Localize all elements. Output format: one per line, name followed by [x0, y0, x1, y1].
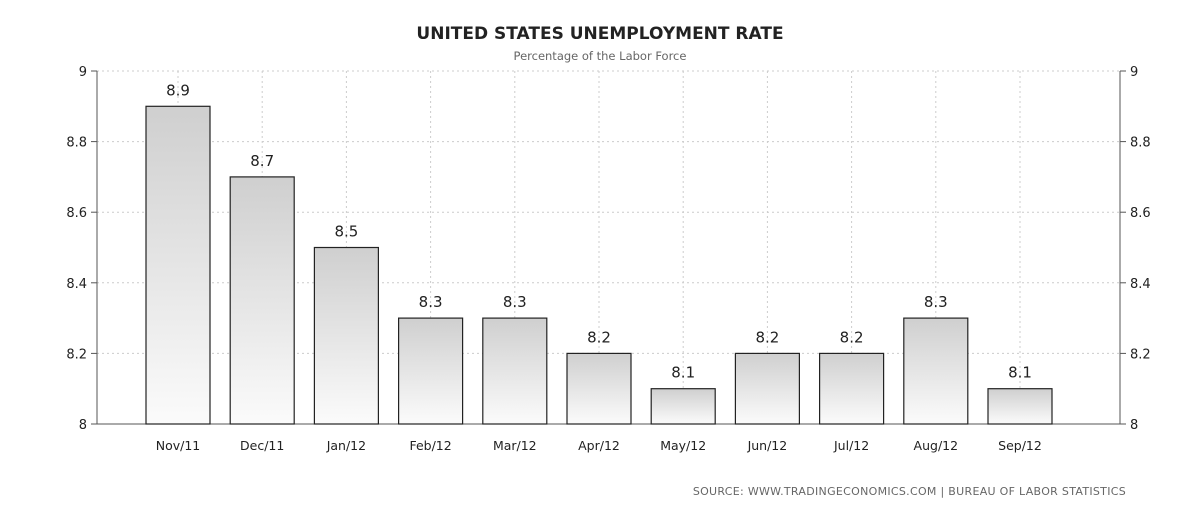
- chart-title: UNITED STATES UNEMPLOYMENT RATE: [416, 24, 783, 44]
- y-tick-label-left: 8.4: [66, 277, 87, 292]
- x-tick-labels: Nov/11 Dec/11 Jan/12 Feb/12 Mar/12 Apr/12 May/…: [156, 438, 1042, 453]
- data-labels: 8.9 8.7 8.5 8.3 8.3 8.2 8.1 8.2 8.2 8.3 8.1: [166, 81, 1032, 381]
- data-label: 8.3: [419, 293, 443, 311]
- y-tick-label-left: 9: [79, 65, 87, 80]
- x-tick-label: Apr/12: [578, 438, 620, 453]
- y-tick-label-left: 8: [79, 418, 87, 433]
- bars: [145, 105, 1053, 425]
- data-label: 8.2: [840, 328, 864, 346]
- bar-nov-11: [145, 105, 211, 425]
- x-tick-label: Jun/12: [747, 438, 788, 453]
- bar-mar-12: [482, 317, 548, 425]
- data-label: 8.3: [924, 293, 948, 311]
- bar-aug-12: [903, 317, 969, 425]
- x-tick-label: Nov/11: [156, 438, 201, 453]
- data-label: 8.2: [755, 328, 779, 346]
- x-tick-label: Sep/12: [998, 438, 1042, 453]
- y-tick-label-right: 9: [1130, 65, 1138, 80]
- data-label: 8.7: [250, 152, 274, 170]
- data-label: 8.9: [166, 81, 190, 99]
- x-tick-label: Aug/12: [914, 438, 959, 453]
- y-tick-labels: 8 8 8.2 8.2 8.4 8.4 8.6 8.6 8.8 8.8 9 9: [66, 65, 1150, 433]
- y-tick-label-right: 8.6: [1130, 206, 1151, 221]
- data-label: 8.2: [587, 328, 611, 346]
- bar-jan-12: [313, 246, 379, 425]
- bar-jul-12: [818, 352, 885, 425]
- x-tick-label: Jul/12: [833, 438, 869, 453]
- x-tick-label: Feb/12: [409, 438, 451, 453]
- y-tick-label-left: 8.8: [66, 136, 87, 151]
- y-tick-label-right: 8: [1130, 418, 1138, 433]
- x-tick-label: Jan/12: [326, 438, 366, 453]
- bar-feb-12: [398, 317, 464, 425]
- y-tick-label-right: 8.8: [1130, 136, 1151, 151]
- y-tick-label-right: 8.4: [1130, 277, 1151, 292]
- x-tick-label: Dec/11: [240, 438, 284, 453]
- bar-sep-12: [987, 388, 1053, 425]
- x-tick-label: May/12: [660, 438, 706, 453]
- x-tick-label: Mar/12: [493, 438, 537, 453]
- bar-may-12: [650, 388, 716, 425]
- data-label: 8.1: [671, 364, 695, 382]
- bar-jun-12: [734, 352, 801, 425]
- data-label: 8.3: [503, 293, 527, 311]
- y-tick-label-left: 8.2: [66, 347, 87, 362]
- bar-apr-12: [566, 352, 632, 425]
- source-note: SOURCE: WWW.TRADINGECONOMICS.COM | BUREA…: [693, 485, 1126, 498]
- chart-subtitle: Percentage of the Labor Force: [514, 49, 687, 63]
- data-label: 8.5: [334, 223, 358, 241]
- data-label: 8.1: [1008, 364, 1032, 382]
- y-tick-label-left: 8.6: [66, 206, 87, 221]
- bar-dec-11: [229, 176, 295, 425]
- y-tick-label-right: 8.2: [1130, 347, 1151, 362]
